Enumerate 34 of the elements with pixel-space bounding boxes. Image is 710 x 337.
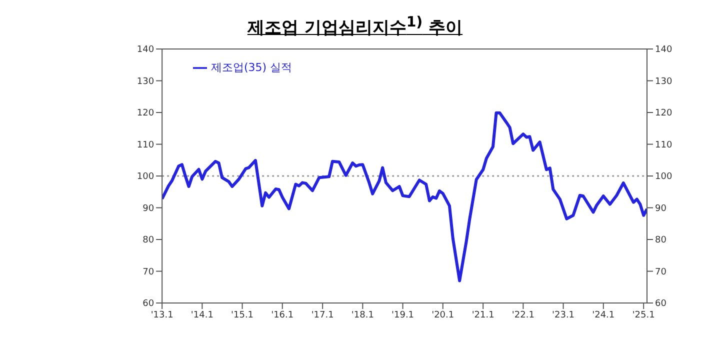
y-tick-label: 100: [136, 172, 154, 182]
x-tick-label: '16.1: [271, 310, 294, 320]
y-tick-label: 60: [142, 299, 154, 310]
y2-tick-label: 70: [655, 267, 667, 278]
y2-tick-label: 120: [655, 108, 672, 119]
y-tick-label: 120: [136, 108, 154, 119]
y-tick-label: 140: [136, 45, 154, 56]
legend-label: 제조업(35) 실적: [211, 61, 292, 74]
y2-tick-label: 110: [655, 140, 672, 150]
y-tick-label: 110: [136, 140, 154, 150]
y2-tick-label: 100: [655, 172, 672, 182]
x-tick-label: '24.1: [592, 310, 615, 320]
x-tick-label: '20.1: [432, 310, 454, 320]
x-tick-label: '14.1: [190, 310, 214, 320]
x-tick-label: '17.1: [311, 310, 334, 320]
y2-tick-label: 140: [655, 45, 672, 56]
chart-title: 제조업 기업심리지수$^{1)}$ 추이: [247, 14, 463, 38]
x-tick-label: '19.1: [392, 310, 414, 320]
y2-tick-label: 130: [655, 76, 672, 87]
y-tick-label: 70: [142, 267, 154, 278]
y-tick-label: 90: [142, 204, 154, 214]
y-tick-label: 80: [142, 236, 154, 246]
y-tick-label: 130: [136, 76, 154, 87]
x-tick-label: '13.1: [150, 310, 174, 320]
x-tick-label: '23.1: [552, 310, 575, 320]
x-tick-label: '21.1: [472, 310, 494, 320]
line-series: [162, 111, 647, 282]
x-tick-label: '15.1: [231, 310, 254, 320]
x-tick-label: '18.1: [351, 310, 374, 320]
x-tick-label: '25.1: [632, 310, 655, 320]
y2-tick-label: 60: [655, 299, 667, 310]
y2-tick-label: 80: [655, 236, 667, 246]
x-tick-label: '22.1: [512, 310, 534, 320]
y2-tick-label: 90: [655, 204, 667, 214]
